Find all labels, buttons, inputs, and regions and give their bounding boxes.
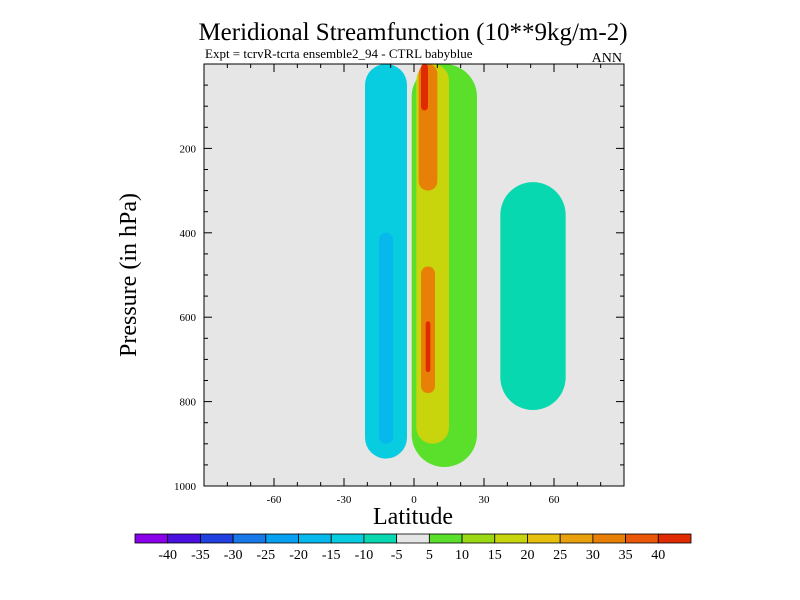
- colorbar-swatch: [134, 533, 169, 544]
- y-tick-label: 200: [180, 143, 197, 155]
- colorbar-swatch: [461, 533, 496, 544]
- colorbar-label: 30: [586, 548, 600, 563]
- upper-max: [421, 64, 428, 111]
- x-axis-label: Latitude: [373, 504, 453, 530]
- x-tick-label: 0: [411, 494, 417, 506]
- lower-max: [425, 321, 431, 373]
- colorbar-label: 5: [426, 548, 433, 563]
- colorbar-swatch: [428, 533, 463, 544]
- x-tick-label: -30: [337, 494, 352, 506]
- colorbar-label: 10: [455, 548, 469, 563]
- y-tick-label: 800: [180, 397, 197, 409]
- colorbar-label: -35: [191, 548, 210, 563]
- colorbar-label: -5: [391, 548, 403, 563]
- colorbar-label: 35: [619, 548, 633, 563]
- colorbar-label: 20: [520, 548, 534, 563]
- colorbar-label: -40: [158, 548, 177, 563]
- y-axis-label: Pressure (in hPa): [116, 193, 142, 357]
- chart-subtitle: Expt = tcrvR-tcrta ensemble2_94 - CTRL b…: [205, 46, 473, 61]
- contour-cells: [365, 64, 566, 468]
- colorbar-label: -30: [224, 548, 243, 563]
- colorbar-label: -20: [289, 548, 308, 563]
- x-axis: -60 -30 0 30 60: [226, 64, 602, 506]
- colorbar-label: -10: [355, 548, 374, 563]
- colorbar-swatch: [265, 533, 299, 544]
- colorbar-swatch: [559, 533, 594, 544]
- period-label: ANN: [592, 51, 622, 66]
- colorbar-swatch: [330, 533, 365, 544]
- y-tick-label: 1000: [174, 481, 197, 493]
- colorbar-swatch: [232, 533, 267, 544]
- y-tick-label: 600: [180, 312, 197, 324]
- colorbar-swatch: [396, 533, 430, 544]
- y-tick-label: 400: [180, 228, 197, 240]
- colorbar-swatch: [494, 533, 528, 544]
- colorbar-swatch: [363, 533, 398, 544]
- colorbar-label: 15: [488, 548, 502, 563]
- y-axis: 200 400 600 800 1000: [174, 84, 624, 493]
- x-tick-label: 30: [479, 494, 491, 506]
- x-tick-label: 60: [549, 494, 561, 506]
- colorbar-swatch: [625, 533, 659, 544]
- colorbar: -40 -35 -30 -25 -20 -15 -10 -5 5 10 15 20 25 30 35 40: [134, 533, 692, 563]
- southern-negative-core: [379, 232, 393, 444]
- colorbar-swatch: [167, 533, 201, 544]
- colorbar-swatch: [657, 533, 692, 544]
- colorbar-swatch: [298, 533, 332, 544]
- colorbar-swatch: [200, 533, 234, 544]
- colorbar-swatch: [592, 533, 626, 544]
- chart-title: Meridional Streamfunction (10**9kg/m-2): [198, 19, 627, 46]
- x-tick-label: -60: [267, 494, 282, 506]
- northern-negative-cell: [500, 182, 566, 411]
- colorbar-label: 25: [553, 548, 567, 563]
- colorbar-label: -25: [256, 548, 275, 563]
- colorbar-swatch: [527, 533, 561, 544]
- colorbar-label: -15: [322, 548, 341, 563]
- colorbar-label: 40: [651, 548, 665, 563]
